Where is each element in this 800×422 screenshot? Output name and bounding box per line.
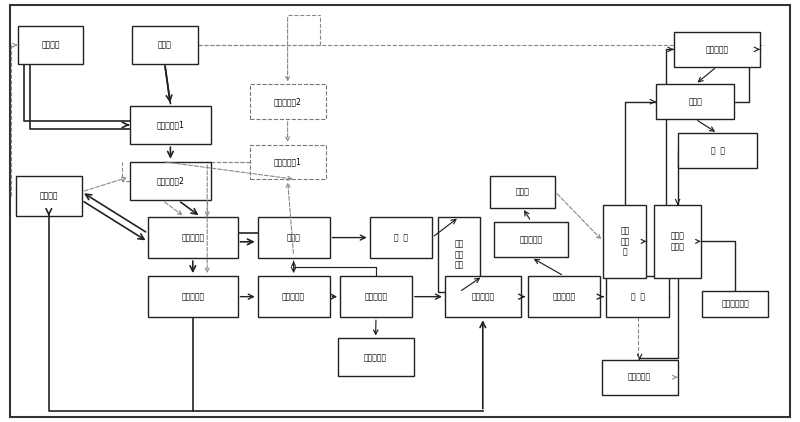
Text: 鲜蒸汽: 鲜蒸汽 xyxy=(158,41,172,50)
FancyBboxPatch shape xyxy=(10,5,790,417)
Text: 乙醇（外补）: 乙醇（外补） xyxy=(722,300,749,309)
Text: 母  液: 母 液 xyxy=(394,233,408,242)
FancyBboxPatch shape xyxy=(606,276,669,317)
FancyBboxPatch shape xyxy=(494,222,568,257)
Text: 钠盐分离器: 钠盐分离器 xyxy=(282,292,305,301)
FancyBboxPatch shape xyxy=(490,176,555,208)
Text: 板式
换热
器: 板式 换热 器 xyxy=(620,227,630,256)
FancyBboxPatch shape xyxy=(528,276,600,317)
FancyBboxPatch shape xyxy=(18,26,83,64)
Text: 母  液: 母 液 xyxy=(630,292,645,301)
FancyBboxPatch shape xyxy=(132,26,198,64)
Text: 刮片式
冷却器: 刮片式 冷却器 xyxy=(670,232,685,251)
Text: 溶解
式冷
却器: 溶解 式冷 却器 xyxy=(454,240,464,269)
FancyBboxPatch shape xyxy=(603,205,646,278)
Text: 乙  醇: 乙 醇 xyxy=(710,146,725,155)
Text: 冷凝塔: 冷凝塔 xyxy=(688,97,702,106)
FancyBboxPatch shape xyxy=(258,276,330,317)
FancyBboxPatch shape xyxy=(16,176,82,216)
Text: 离心压缩机2: 离心压缩机2 xyxy=(274,97,302,106)
Text: 氯化钠盐体: 氯化钠盐体 xyxy=(364,353,387,362)
FancyBboxPatch shape xyxy=(438,217,480,292)
Text: 工业废水: 工业废水 xyxy=(41,41,60,50)
FancyBboxPatch shape xyxy=(250,145,326,179)
FancyBboxPatch shape xyxy=(148,276,238,317)
FancyBboxPatch shape xyxy=(702,291,768,317)
Text: 离心压缩机1: 离心压缩机1 xyxy=(274,157,302,167)
FancyBboxPatch shape xyxy=(130,162,211,200)
FancyBboxPatch shape xyxy=(674,32,760,67)
FancyBboxPatch shape xyxy=(258,217,330,258)
FancyBboxPatch shape xyxy=(445,276,521,317)
FancyBboxPatch shape xyxy=(678,133,757,168)
Text: 鲜蒸汽: 鲜蒸汽 xyxy=(515,187,530,196)
FancyBboxPatch shape xyxy=(370,217,432,258)
Text: 乙醇收储罐: 乙醇收储罐 xyxy=(628,373,651,382)
Text: 板式换热器1: 板式换热器1 xyxy=(157,120,184,130)
FancyBboxPatch shape xyxy=(338,338,414,376)
Text: 钾盐离心机: 钾盐离心机 xyxy=(553,292,575,301)
FancyBboxPatch shape xyxy=(656,84,734,119)
Text: 钾盐沉降槽: 钾盐沉降槽 xyxy=(471,292,494,301)
Text: 分离器: 分离器 xyxy=(286,233,301,242)
FancyBboxPatch shape xyxy=(148,217,238,258)
Text: 蒸制蒸发器: 蒸制蒸发器 xyxy=(182,292,204,301)
Text: 板式换热器2: 板式换热器2 xyxy=(157,176,184,186)
Text: 螺旋离心机: 螺旋离心机 xyxy=(365,292,387,301)
FancyBboxPatch shape xyxy=(340,276,412,317)
Text: 降膜蒸发器: 降膜蒸发器 xyxy=(182,233,204,242)
FancyBboxPatch shape xyxy=(250,84,326,119)
FancyBboxPatch shape xyxy=(654,205,701,278)
FancyBboxPatch shape xyxy=(130,106,211,144)
FancyBboxPatch shape xyxy=(602,360,678,395)
Text: 冷盐水罐: 冷盐水罐 xyxy=(39,192,58,200)
Text: 氯化钾固体: 氯化钾固体 xyxy=(520,235,542,244)
Text: 母液回流罐: 母液回流罐 xyxy=(706,45,728,54)
